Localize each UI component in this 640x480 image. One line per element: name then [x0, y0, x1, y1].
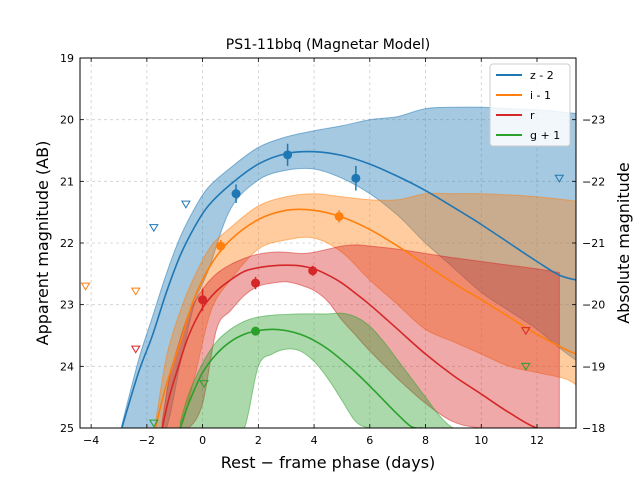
right-y-tick-label: −23	[582, 114, 605, 127]
detection-point-g1	[251, 326, 261, 336]
upper-limit-i1	[80, 282, 91, 291]
upper-limit-i1	[130, 287, 141, 296]
legend-label-g1: g + 1	[530, 129, 560, 142]
legend-label-r: r	[530, 109, 535, 122]
model-line-r	[161, 264, 560, 428]
x-axis-label: Rest − frame phase (days)	[221, 453, 436, 472]
detection-point-r	[308, 266, 318, 276]
band-g1	[179, 312, 468, 428]
y-tick-label: 19	[60, 52, 74, 65]
right-y-tick-label: −20	[582, 299, 605, 312]
legend: z - 2 i - 1 r g + 1	[489, 63, 571, 147]
detection-point-r	[251, 278, 261, 288]
x-tick-label: 8	[422, 434, 429, 447]
band-r	[161, 244, 560, 428]
band-i1	[154, 192, 576, 428]
right-y-tick-label: −19	[582, 360, 605, 373]
model-line-g1	[179, 328, 423, 428]
y-axis-label-right: Absolute magnitude	[614, 162, 633, 324]
y-axis-label-left: Apparent magnitude (AB)	[33, 141, 52, 346]
upper-limit-r	[520, 327, 531, 336]
upper-limit-z2	[554, 174, 565, 183]
upper-limit-z2	[180, 200, 191, 209]
x-tick-label: 0	[199, 434, 206, 447]
data-points	[80, 143, 565, 428]
x-tick-label: 10	[474, 434, 488, 447]
right-y-tick-label: −22	[582, 175, 605, 188]
y-tick-label: 25	[60, 422, 74, 435]
detection-point-i1	[216, 241, 226, 251]
y-tick-label: 20	[60, 114, 74, 127]
x-tick-label: 12	[530, 434, 544, 447]
detection-point-z2	[351, 173, 361, 183]
upper-limit-g1	[148, 419, 159, 428]
upper-limit-g1	[199, 380, 209, 389]
y-tick-label: 21	[60, 175, 74, 188]
upper-limit-r	[130, 345, 141, 354]
x-tick-label: 2	[255, 434, 262, 447]
y-tick-label: 24	[60, 360, 74, 373]
x-tick-label: 4	[311, 434, 318, 447]
chart-title: PS1-11bbq (Magnetar Model)	[226, 37, 430, 53]
y-tick-label: 23	[60, 299, 74, 312]
y-tick-label: 22	[60, 237, 74, 250]
detection-point-r	[198, 295, 208, 305]
model-line-z2	[121, 150, 576, 428]
detection-point-i1	[334, 211, 344, 221]
detection-point-z2	[283, 150, 293, 160]
x-tick-label: −2	[139, 434, 155, 447]
legend-label-z2: z - 2	[530, 69, 554, 82]
upper-limit-z2	[148, 224, 159, 233]
legend-label-i1: i - 1	[530, 89, 551, 102]
x-tick-label: 6	[366, 434, 373, 447]
legend-box	[489, 63, 571, 147]
detection-point-z2	[231, 189, 241, 199]
right-y-tick-label: −18	[582, 422, 605, 435]
upper-limit-g1	[520, 362, 531, 371]
x-tick-label: −4	[83, 434, 99, 447]
right-y-tick-label: −21	[582, 237, 605, 250]
